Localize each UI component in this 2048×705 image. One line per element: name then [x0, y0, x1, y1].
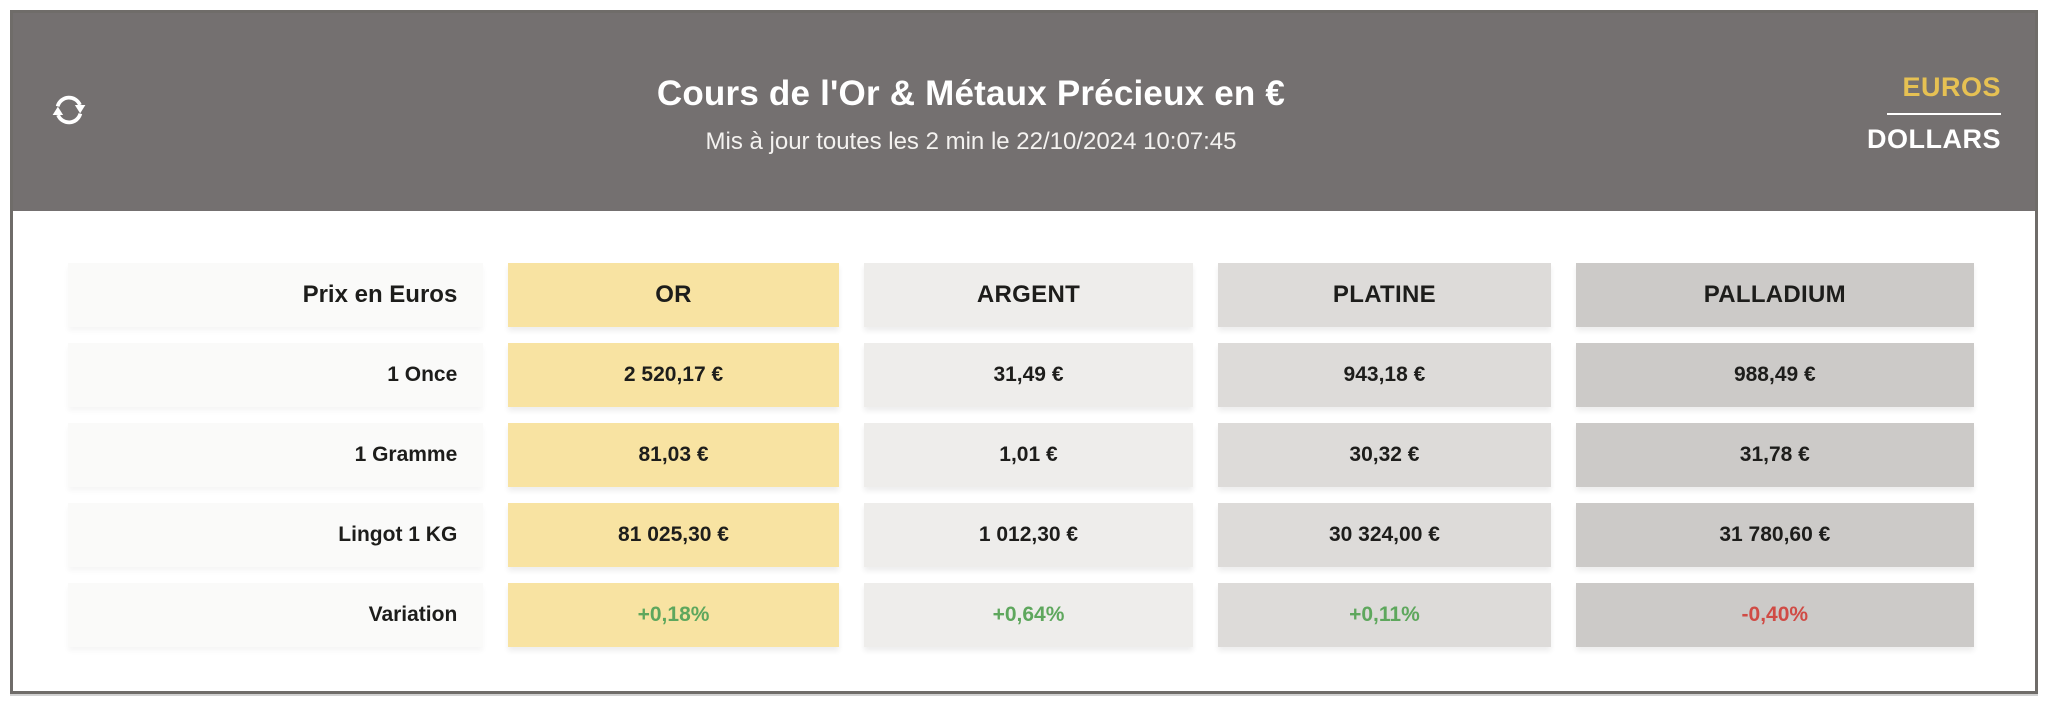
column-header-palladium: PALLADIUM — [1575, 263, 1974, 327]
currency-option-dollars[interactable]: DOLLARS — [1867, 123, 2001, 154]
table-area: Prix en Euros OR ARGENT PLATINE PALLADIU… — [13, 211, 2035, 647]
row-label-once: 1 Once — [68, 343, 484, 407]
price-platine-lingot: 30 324,00 € — [1218, 503, 1551, 567]
row-label-lingot: Lingot 1 KG — [68, 503, 484, 567]
last-updated-text: Mis à jour toutes les 2 min le 22/10/202… — [705, 128, 1237, 155]
price-platine-once: 943,18 € — [1218, 343, 1551, 407]
column-header-or: OR — [508, 263, 839, 327]
row-label-gramme: 1 Gramme — [68, 423, 484, 487]
price-argent-gramme: 1,01 € — [863, 423, 1194, 487]
price-platine-gramme: 30,32 € — [1218, 423, 1551, 487]
page-title: Cours de l'Or & Métaux Précieux en € — [656, 74, 1286, 113]
refresh-button[interactable] — [47, 88, 91, 132]
price-or-gramme: 81,03 € — [508, 423, 839, 487]
price-palladium-lingot: 31 780,60 € — [1575, 503, 1974, 567]
price-argent-lingot: 1 012,30 € — [863, 503, 1194, 567]
table-corner-header: Prix en Euros — [68, 263, 484, 327]
currency-option-euros[interactable]: EUROS — [1902, 71, 2001, 102]
metal-prices-widget: Cours de l'Or & Métaux Précieux en € Mis… — [10, 10, 2038, 694]
row-label-variation: Variation — [68, 583, 484, 647]
prices-table: Prix en Euros OR ARGENT PLATINE PALLADIU… — [68, 263, 1974, 647]
column-header-argent: ARGENT — [863, 263, 1194, 327]
variation-platine: +0,11% — [1218, 583, 1551, 647]
price-palladium-once: 988,49 € — [1575, 343, 1974, 407]
variation-or: +0,18% — [508, 583, 839, 647]
price-or-once: 2 520,17 € — [508, 343, 839, 407]
refresh-icon — [48, 89, 90, 131]
header-titles: Cours de l'Or & Métaux Précieux en € Mis… — [91, 13, 1851, 211]
currency-toggle-divider — [1887, 112, 2001, 115]
widget-header: Cours de l'Or & Métaux Précieux en € Mis… — [13, 13, 2035, 211]
currency-toggle: EUROS DOLLARS — [1851, 72, 2001, 155]
price-or-lingot: 81 025,30 € — [508, 503, 839, 567]
price-palladium-gramme: 31,78 € — [1575, 423, 1974, 487]
variation-argent: +0,64% — [863, 583, 1194, 647]
variation-palladium: -0,40% — [1575, 583, 1974, 647]
price-argent-once: 31,49 € — [863, 343, 1194, 407]
column-header-platine: PLATINE — [1218, 263, 1551, 327]
